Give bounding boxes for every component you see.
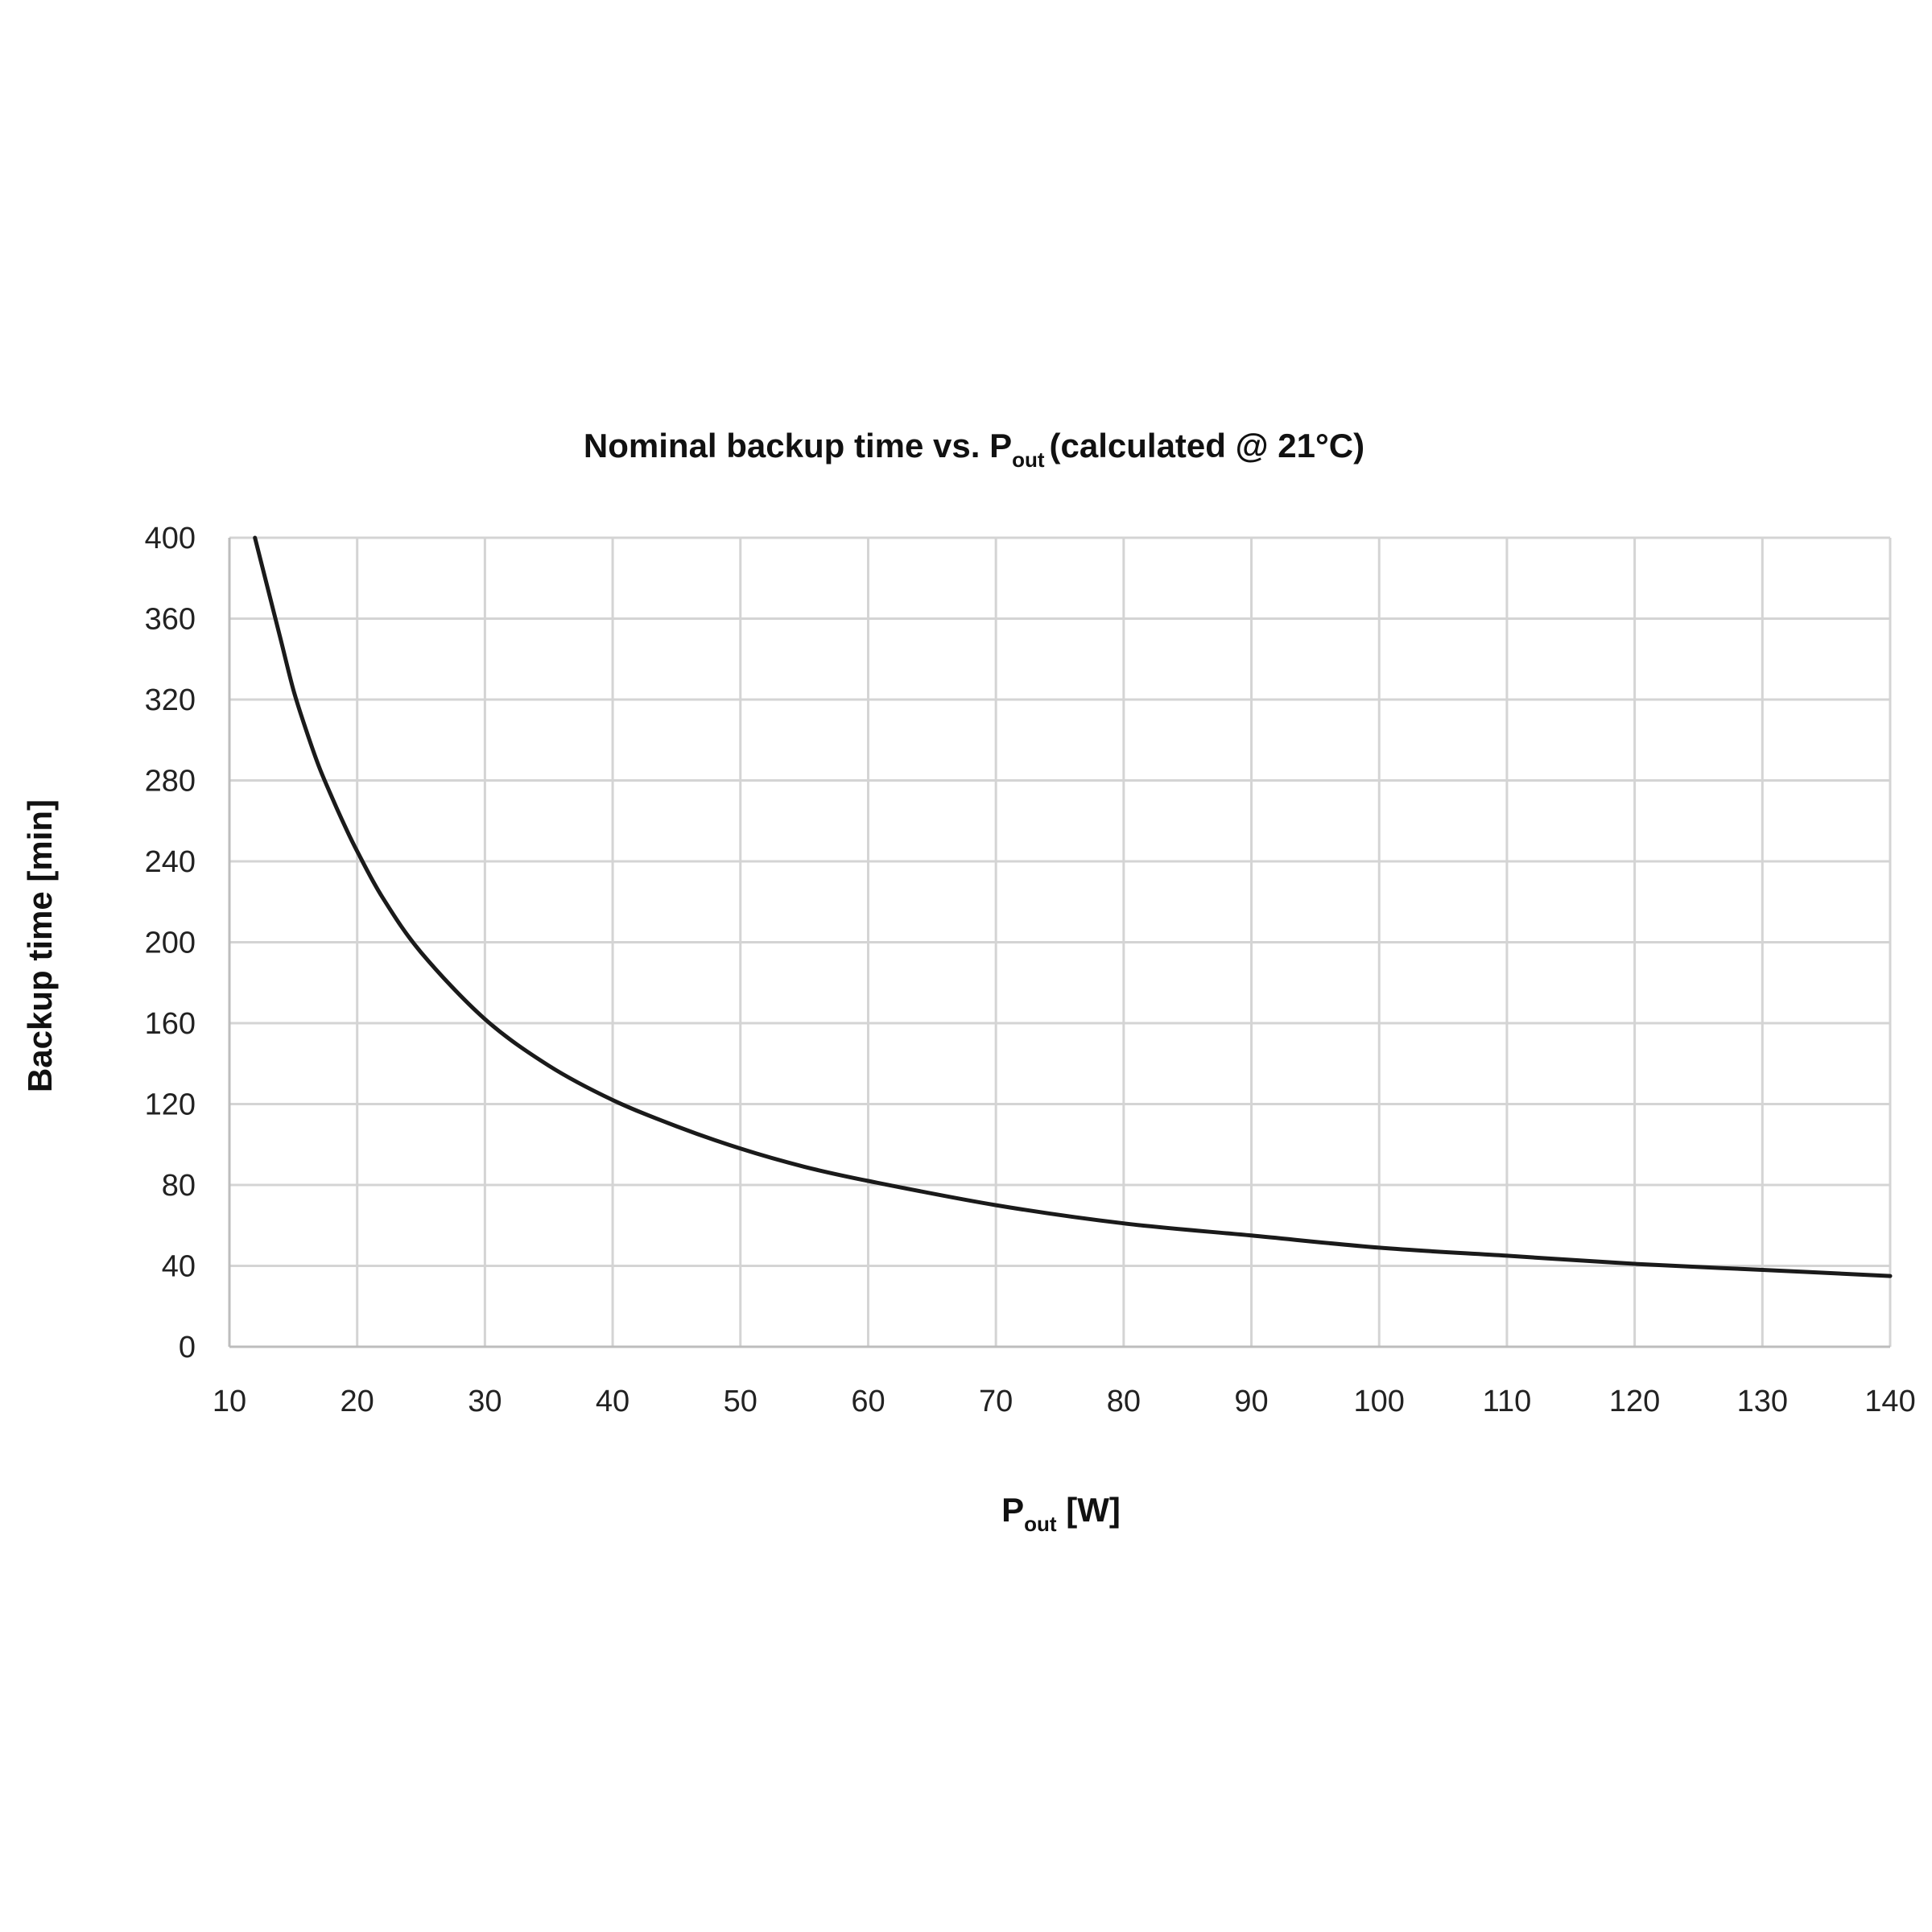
y-tick-label: 160 <box>145 1007 196 1041</box>
x-tick-label: 50 <box>724 1385 758 1418</box>
x-tick-label: 120 <box>1609 1385 1660 1418</box>
y-tick-label: 40 <box>162 1250 196 1284</box>
y-axis-label: Backup time [min] <box>21 799 59 1092</box>
x-tick-label: 10 <box>213 1385 246 1418</box>
x-axis-label: Pout [W] <box>1001 1491 1121 1536</box>
y-tick-label: 360 <box>145 603 196 637</box>
x-tick-label: 60 <box>851 1385 885 1418</box>
x-tick-label: 140 <box>1864 1385 1915 1418</box>
y-tick-label: 120 <box>145 1088 196 1122</box>
y-tick-label: 320 <box>145 683 196 717</box>
series-line-backup-time <box>253 535 1893 1278</box>
x-tick-label: 40 <box>596 1385 630 1418</box>
x-tick-label: 80 <box>1107 1385 1141 1418</box>
x-tick-label: 130 <box>1737 1385 1788 1418</box>
x-tick-label: 90 <box>1234 1385 1268 1418</box>
y-tick-label: 280 <box>145 765 196 799</box>
x-tick-label: 100 <box>1354 1385 1405 1418</box>
x-tick-label: 20 <box>341 1385 374 1418</box>
series-group <box>253 535 1893 1278</box>
y-tick-label: 80 <box>162 1169 196 1203</box>
axes <box>228 538 1890 1348</box>
x-axis-ticks: 10 20 30 40 50 60 70 80 90 100 110 120 130 140 <box>213 1385 1916 1418</box>
y-tick-label: 0 <box>179 1331 196 1364</box>
chart-title: Nominal backup time vs. Pout (calculated … <box>584 427 1364 472</box>
y-axis-ticks: 0 40 80 120 160 200 240 280 320 360 400 <box>145 522 196 1364</box>
x-tick-label: 70 <box>979 1385 1013 1418</box>
x-tick-label: 110 <box>1483 1385 1532 1418</box>
gridlines <box>229 536 1892 1347</box>
y-tick-label: 200 <box>145 927 196 960</box>
x-tick-label: 30 <box>468 1385 502 1418</box>
y-tick-label: 400 <box>145 522 196 555</box>
y-tick-label: 240 <box>145 845 196 879</box>
